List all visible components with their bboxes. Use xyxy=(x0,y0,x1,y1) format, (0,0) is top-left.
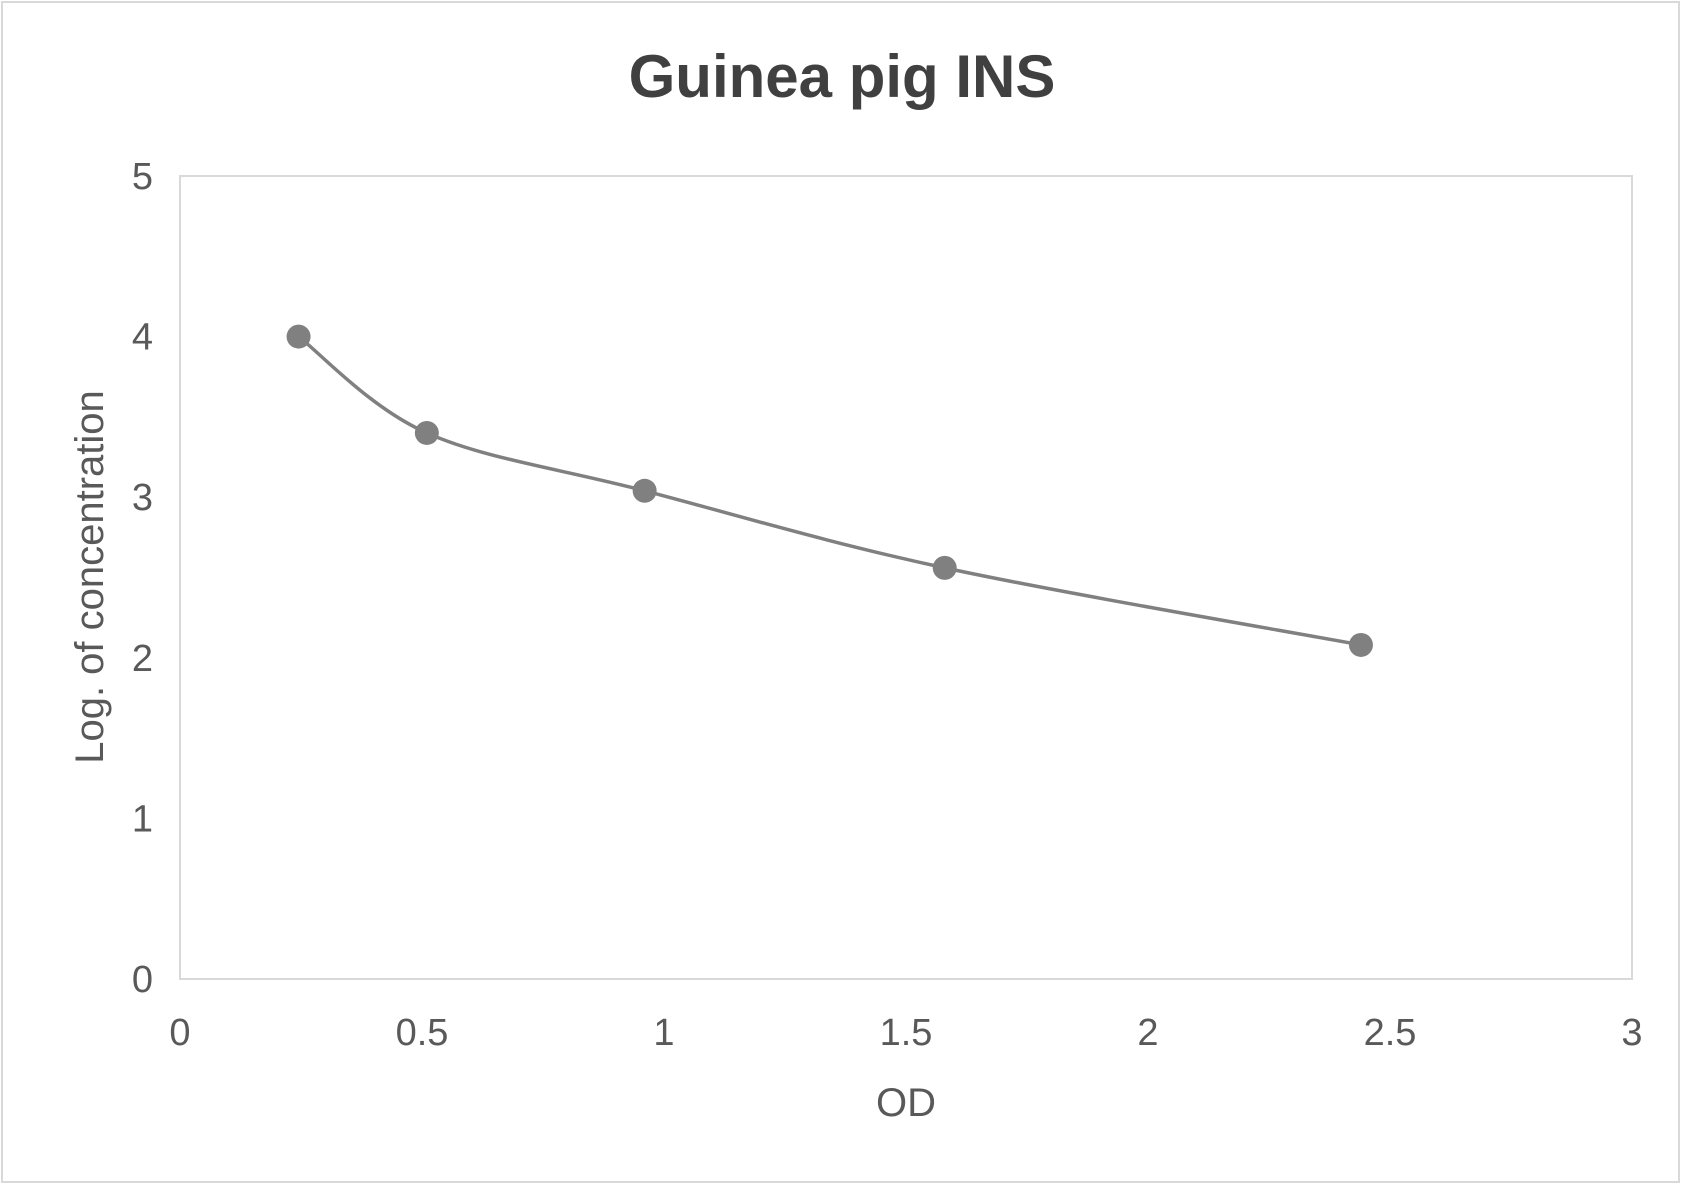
series-layer xyxy=(286,324,1373,657)
data-point-marker xyxy=(1348,632,1373,657)
x-tick-label: 3 xyxy=(1621,1012,1642,1054)
plot-area xyxy=(179,175,1633,980)
y-axis-ticks: 0 1 2 3 4 5 xyxy=(132,156,153,1001)
x-axis-ticks: 0 0.5 1 1.5 2 2.5 3 xyxy=(169,1012,1642,1054)
x-tick-label: 2.5 xyxy=(1364,1012,1417,1054)
y-tick-label: 5 xyxy=(132,156,153,198)
y-tick-label: 0 xyxy=(132,959,153,1001)
x-tick-label: 1.5 xyxy=(880,1012,933,1054)
y-tick-label: 4 xyxy=(132,317,153,359)
y-axis-title: Log. of concentration xyxy=(68,390,112,764)
x-tick-label: 2 xyxy=(1137,1012,1158,1054)
series-line xyxy=(297,335,1362,647)
x-tick-label: 0 xyxy=(169,1012,190,1054)
y-tick-label: 1 xyxy=(132,798,153,840)
data-point-marker xyxy=(932,555,957,580)
data-point-marker xyxy=(632,478,657,503)
data-point-marker xyxy=(286,324,311,349)
data-point-marker xyxy=(414,420,439,445)
y-tick-label: 3 xyxy=(132,477,153,519)
y-tick-label: 2 xyxy=(132,638,153,680)
x-axis-title: OD xyxy=(876,1081,936,1125)
x-tick-label: 1 xyxy=(653,1012,674,1054)
chart-title: Guinea pig INS xyxy=(629,43,1056,110)
x-tick-label: 0.5 xyxy=(396,1012,449,1054)
